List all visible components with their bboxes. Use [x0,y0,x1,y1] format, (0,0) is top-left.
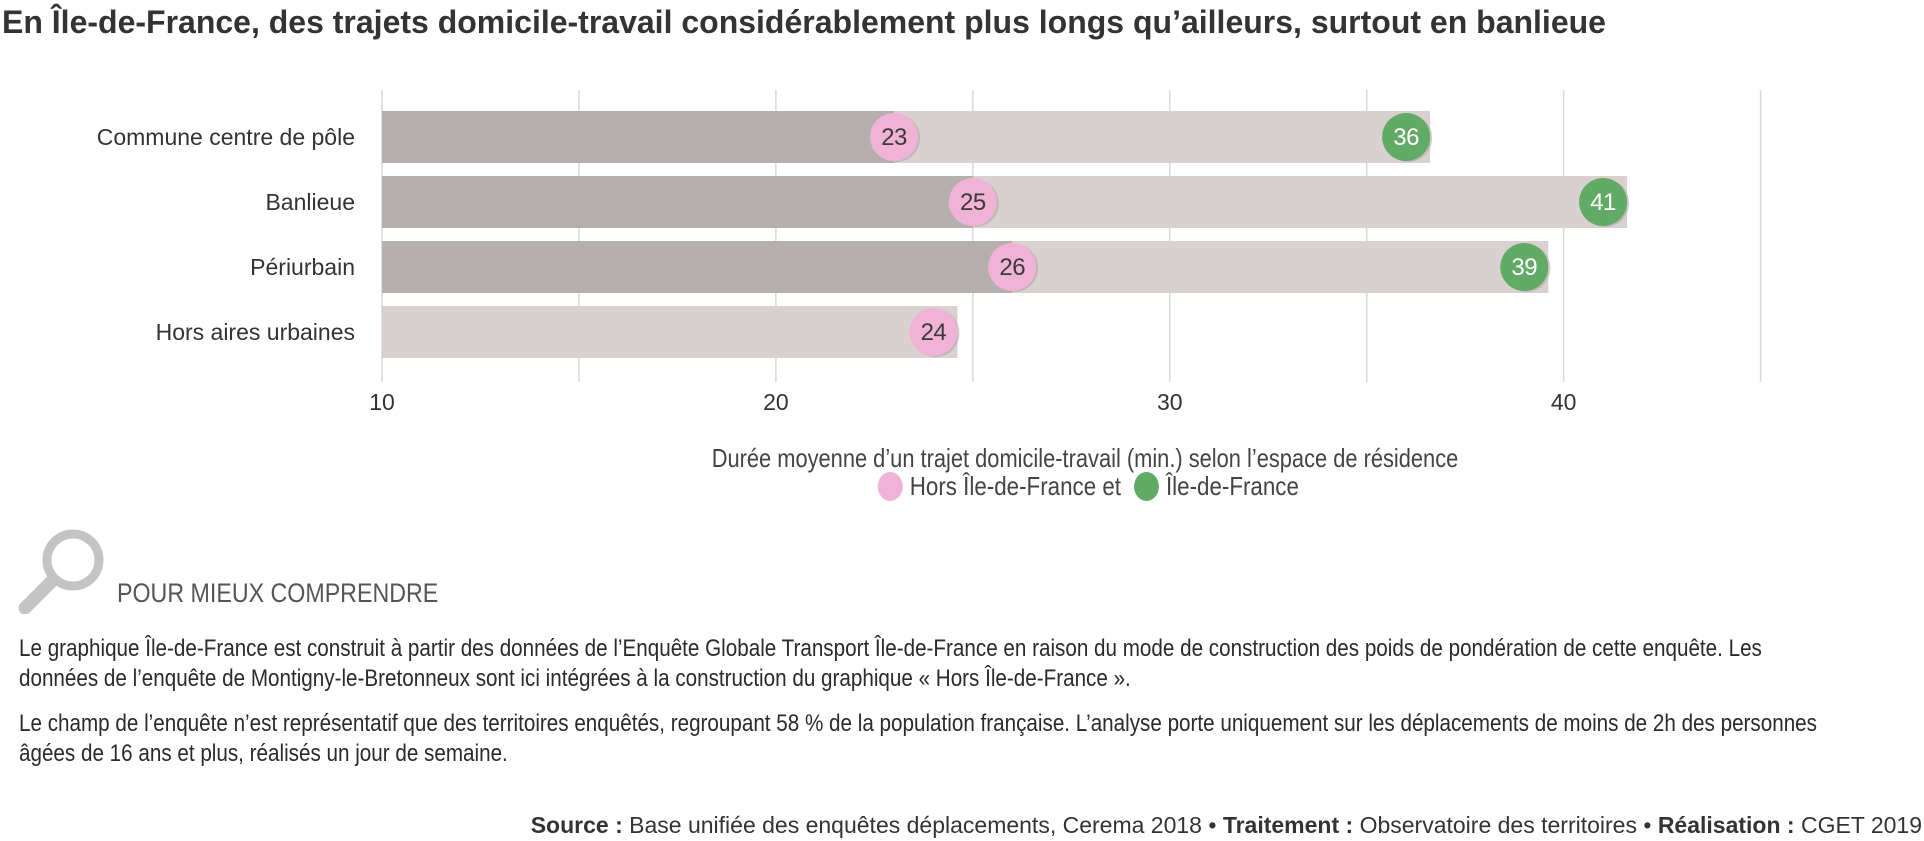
point-hors-idf-label: 26 [999,254,1025,281]
legend-swatch-hors-idf [877,472,903,501]
category-labels: Commune centre de pôle Banlieue Périurbain… [97,124,355,345]
category-label: Commune centre de pôle [97,124,355,150]
point-idf [1500,243,1549,291]
point-idf [1579,178,1628,226]
bars [382,111,1628,358]
section-heading: POUR MIEUX COMPRENDRE [117,578,439,608]
category-label: Hors aires urbaines [156,319,355,345]
x-tick-label: 20 [763,389,789,415]
magnifier-icon [18,529,104,614]
point-hors-idf [988,243,1037,291]
point-hors-idf-label: 23 [881,124,907,151]
x-tick-label: 10 [369,389,395,415]
legend-label-idf: Île-de-France [1165,471,1299,501]
point-idf [1382,113,1431,161]
point-hors-idf [909,308,958,356]
data-points: 23 36 25 41 26 39 24 [870,113,1630,357]
point-idf-label: 41 [1590,189,1616,216]
treatment-label: Traitement : [1222,812,1354,838]
legend-caption: Durée moyenne d’un trajet domicile-trava… [711,443,1459,473]
point-hors-idf-label: 25 [960,189,986,216]
chart-area: 10 20 30 40 Commune centre de pôle Banlieue P… [97,90,1762,415]
footer-separator: • [1643,812,1652,838]
point-hors-idf-label: 24 [921,319,947,346]
production-text: CGET 2019 [1800,812,1922,838]
bar-base [382,176,973,228]
x-tick-label: 30 [1157,389,1183,415]
chart-title: En Île-de-France, des trajets domicile-t… [2,4,1606,40]
point-idf-label: 36 [1393,124,1419,151]
point-hors-idf [870,113,919,161]
source-text: Base unifiée des enquêtes déplacements, … [629,812,1202,838]
explanation-paragraph-1: Le graphique Île-de-France est construit… [19,635,1762,692]
legend-label-hors-idf: Hors Île-de-France [909,471,1097,501]
bar-base [382,111,895,163]
category-label: Périurbain [250,254,355,280]
point-idf-label: 39 [1511,254,1537,281]
footer-separator: • [1208,812,1217,838]
explanation-paragraph-2: Le champ de l’enquête n’est représentati… [19,710,1817,767]
category-label: Banlieue [265,189,355,215]
source-footer: Source : Base unifiée des enquêtes dépla… [531,812,1922,839]
source-label: Source : [530,812,623,838]
legend-swatch-idf [1134,472,1160,501]
legend: Hors Île-de-France et Île-de-France [152,471,1924,502]
legend-joiner: et [1102,471,1122,501]
production-label: Réalisation : [1657,812,1795,838]
bar-extent [382,306,958,358]
x-tick-label: 40 [1551,389,1577,415]
x-axis-ticks: 10 20 30 40 [369,389,1576,415]
bar-base [382,241,1013,293]
treatment-text: Observatoire des territoires [1359,812,1637,838]
point-hors-idf [948,178,997,226]
